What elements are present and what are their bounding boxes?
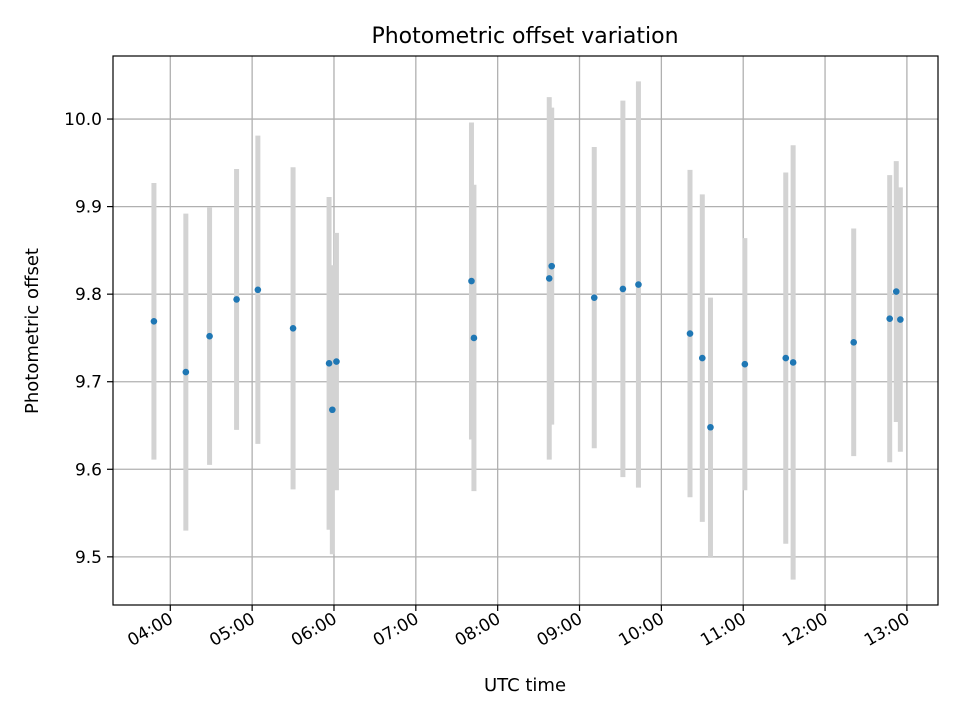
- plot-frame: [112, 55, 939, 606]
- data-point: [892, 288, 900, 295]
- data-point: [886, 315, 894, 322]
- x-tick-label: 10:00: [615, 609, 667, 651]
- x-tick-label: 04:00: [124, 609, 176, 651]
- data-points: [150, 262, 904, 431]
- x-tick-label: 07:00: [370, 609, 422, 651]
- data-point: [789, 359, 797, 366]
- data-point: [254, 286, 262, 294]
- x-tick-label: 08:00: [452, 609, 504, 651]
- x-tick-label: 05:00: [206, 609, 258, 651]
- data-point: [782, 354, 790, 362]
- x-tick-label: 06:00: [288, 609, 340, 651]
- data-point: [333, 358, 340, 365]
- chart-title: Photometric offset variation: [371, 24, 678, 49]
- data-point: [545, 275, 553, 282]
- y-tick-label: 10.0: [64, 110, 102, 130]
- data-point: [590, 294, 598, 301]
- y-tick-label: 9.7: [75, 373, 102, 393]
- data-point: [741, 360, 749, 368]
- y-tick-label: 9.9: [75, 198, 102, 218]
- data-point: [619, 285, 627, 293]
- x-tick-label: 11:00: [697, 609, 749, 651]
- x-axis-label: UTC time: [484, 675, 566, 696]
- y-tick-label: 9.8: [75, 285, 102, 305]
- error-bars: [151, 81, 903, 580]
- data-point: [325, 360, 333, 367]
- y-axis-label: Photometric offset: [22, 248, 43, 414]
- data-point: [468, 277, 475, 285]
- data-point: [470, 334, 478, 342]
- y-tick-label: 9.6: [75, 460, 102, 480]
- data-point: [206, 332, 213, 340]
- data-point: [182, 368, 190, 376]
- data-point: [850, 339, 857, 346]
- x-tick-label: 13:00: [861, 609, 913, 651]
- data-point: [233, 296, 240, 303]
- data-point: [698, 354, 706, 362]
- data-point: [329, 406, 336, 414]
- grid-lines: [113, 56, 938, 605]
- x-tick-label: 09:00: [534, 609, 586, 651]
- x-axis: 04:00 05:00 06:00 07:00 08:00 09:00 10:00 11:00…: [124, 605, 913, 651]
- data-point: [635, 281, 642, 288]
- data-point: [548, 262, 555, 270]
- y-axis: 9.5 9.6 9.7 9.8 9.9 10.0: [64, 110, 113, 568]
- y-tick-label: 9.5: [75, 548, 102, 568]
- data-point: [150, 318, 158, 325]
- x-tick-label: 12:00: [779, 609, 831, 651]
- data-point: [897, 316, 904, 323]
- data-point: [686, 330, 694, 337]
- data-point: [707, 423, 714, 431]
- data-point: [289, 325, 297, 332]
